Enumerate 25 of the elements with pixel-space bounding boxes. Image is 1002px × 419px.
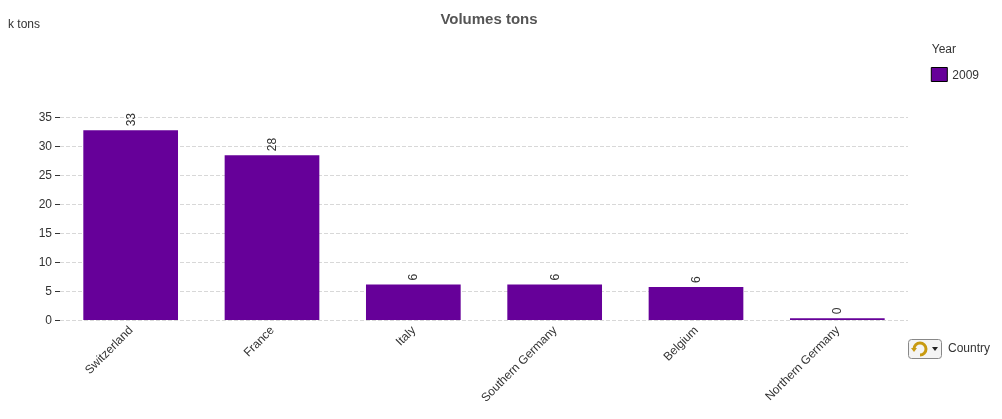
data-label: 33 [123, 112, 138, 127]
y-tick-label: 25 [38, 168, 53, 182]
bar [83, 130, 179, 320]
chart-title: Volumes tons [440, 10, 538, 27]
x-axis-title: Country [948, 341, 991, 355]
bar [224, 155, 320, 320]
y-tick-label: 30 [38, 139, 53, 153]
data-label: 6 [547, 273, 562, 281]
bar [507, 284, 603, 320]
data-label: 6 [689, 275, 703, 283]
y-tick-label: 15 [38, 226, 53, 240]
text: k tons [8, 17, 41, 31]
x-tick-label: Italy [392, 323, 419, 349]
bar [648, 286, 744, 320]
y-tick-label: 20 [38, 197, 53, 211]
data-label: 6 [406, 273, 421, 281]
y-tick-label: 10 [38, 255, 53, 269]
y-tick-label: 0 [45, 313, 53, 327]
legend-title: Year [931, 42, 956, 56]
data-label: 28 [265, 137, 279, 152]
y-tick-label: 5 [45, 284, 53, 298]
y-tick-label: 35 [38, 110, 53, 124]
data-label: 0 [830, 307, 845, 315]
bar [365, 284, 461, 320]
legend-label: 2009 [952, 67, 980, 82]
